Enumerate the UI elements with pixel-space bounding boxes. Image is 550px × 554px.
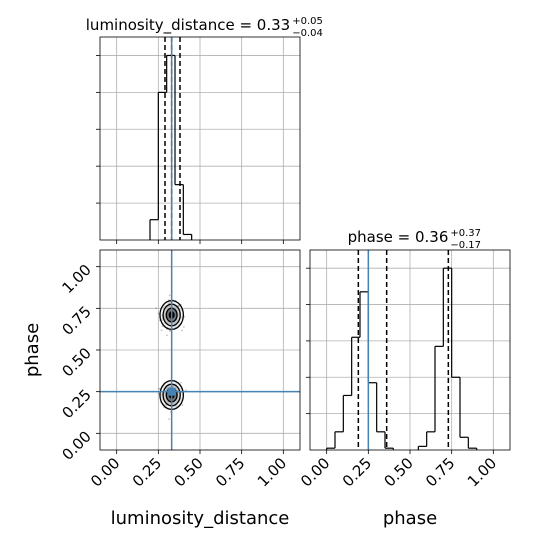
sample-point	[169, 329, 171, 332]
axis-ticks	[96, 266, 284, 454]
y-tick-label: 0.75	[58, 302, 94, 338]
sample-point	[155, 307, 157, 309]
x-tick-label: 0.50	[380, 454, 416, 490]
sample-point	[168, 418, 171, 420]
x-tick-label: 0.25	[339, 454, 375, 490]
title-lower-error: −0.17	[450, 240, 481, 251]
sample-point	[181, 404, 184, 406]
sample-point	[185, 389, 187, 392]
sample-point	[183, 326, 185, 328]
y-tick-label: 0.50	[58, 344, 94, 380]
x-tick-label: 0.50	[170, 454, 206, 490]
sample-point	[160, 329, 163, 332]
x-axis-label-luminosity-distance: luminosity_distance	[111, 508, 290, 529]
x-tick-label: 0.00	[87, 454, 123, 490]
x-tick-label: 1.00	[464, 454, 500, 490]
sample-point	[180, 329, 183, 332]
x-tick-label: 1.00	[254, 454, 290, 490]
grid	[100, 250, 300, 450]
sample-point	[157, 392, 160, 395]
luminosity-distance-title: luminosity_distance = 0.33	[86, 16, 290, 35]
x-tick-label: 0.75	[212, 454, 248, 490]
joint-panel: 0.00 0.25 0.50 0.75 1.00 0.000.250.500.751.0…	[58, 249, 301, 490]
x-tick-labels: 0.00 0.25 0.50 0.75 1.00	[87, 454, 290, 490]
title-prefix: phase = 0.36	[348, 228, 449, 246]
x-tick-label: 0.25	[129, 454, 165, 490]
sample-point	[157, 312, 160, 315]
sample-point	[168, 294, 171, 297]
y-tick-label: 0.25	[58, 386, 94, 422]
y-tick-label: 0.00	[58, 427, 94, 463]
x-tick-label: 0.00	[297, 454, 333, 490]
sample-point	[157, 388, 160, 390]
phase-marginal-panel: 0.00 0.25 0.50 0.75 1.00 phase = 0.36 +0.37 …	[297, 228, 511, 490]
title-upper-error: +0.05	[292, 16, 323, 27]
sample-point	[169, 329, 172, 332]
sample-point	[179, 381, 182, 384]
luminosity-distance-marginal-panel: luminosity_distance = 0.33 +0.05 −0.04	[86, 16, 323, 244]
histogram	[149, 54, 193, 240]
y-tick-labels: 0.00 0.25 0.50 0.75 1.00	[58, 261, 94, 464]
histogram	[326, 267, 478, 450]
x-axis-label-phase: phase	[383, 508, 437, 529]
x-tick-label: 0.75	[422, 454, 458, 490]
grid	[310, 250, 510, 450]
title-lower-error: −0.04	[292, 28, 323, 39]
title-upper-error: +0.37	[450, 228, 481, 239]
phase-title: phase = 0.36	[348, 228, 449, 246]
quantile-lines	[357, 250, 450, 450]
grid	[100, 37, 300, 240]
axis-ticks	[96, 55, 284, 244]
y-axis-label-phase: phase	[22, 323, 43, 377]
axis-ticks	[306, 267, 494, 454]
sample-point	[166, 334, 168, 337]
y-tick-label: 1.00	[58, 261, 94, 297]
truth-marker	[167, 387, 176, 396]
title-prefix: luminosity_distance = 0.33	[86, 16, 290, 35]
x-tick-labels: 0.00 0.25 0.50 0.75 1.00	[297, 454, 500, 490]
truth-lines	[100, 250, 300, 450]
